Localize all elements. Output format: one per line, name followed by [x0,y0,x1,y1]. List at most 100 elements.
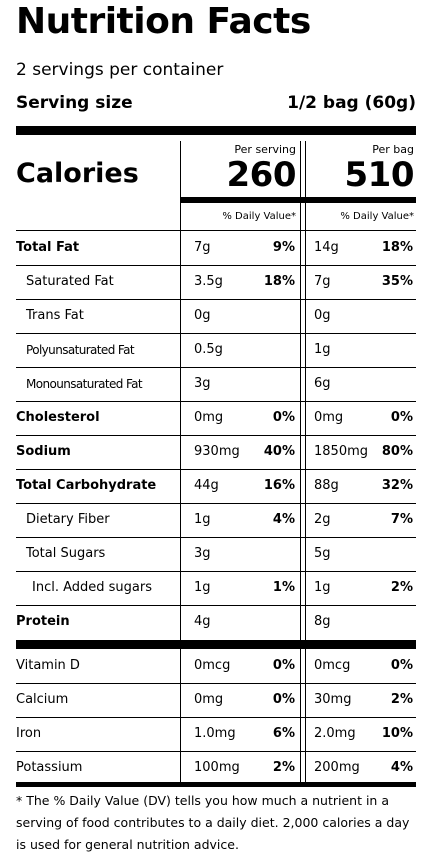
dv-header-divider [16,230,416,231]
nutrient-row: Sodium 930mg 40% 1850mg 80% [0,435,425,469]
serving-amount: 44g [194,478,219,493]
nutrient-row: Potassium 100mg 2% 200mg 4% [0,751,425,785]
nutrient-row: Protein 4g 8g [0,605,425,639]
row-divider [16,299,416,300]
row-divider [16,435,416,436]
row-divider [16,265,416,266]
bag-amount: 1g [314,342,331,357]
serving-amount: 0g [194,308,211,323]
nutrient-name: Sodium [16,444,71,459]
nutrient-row: Incl. Added sugars 1g 1% 1g 2% [0,571,425,605]
bag-amount: 5g [314,546,331,561]
bag-daily-value: 32% [381,478,413,493]
serving-amount: 0mg [194,692,224,707]
calories-per-bag: 510 [344,155,415,195]
bag-amount: 2.0mg [314,726,356,741]
serving-daily-value: 0% [272,658,295,673]
nutrient-row: Calcium 0mg 0% 30mg 2% [0,683,425,717]
serving-size-row: Serving size 1/2 bag (60g) [16,92,416,114]
row-divider [16,605,416,606]
bag-daily-value: 7% [390,512,413,527]
nutrient-name: Trans Fat [26,308,84,323]
bag-amount: 30mg [314,692,352,707]
nutrient-row: Iron 1.0mg 6% 2.0mg 10% [0,717,425,751]
nutrient-row: Trans Fat 0g 0g [0,299,425,333]
servings-per-container: 2 servings per container [16,60,224,80]
serving-daily-value: 9% [272,240,295,255]
bag-amount: 88g [314,478,339,493]
nutrient-row: Total Fat 7g 9% 14g 18% [0,231,425,265]
serving-size-label: Serving size [16,93,133,113]
nutrient-name: Total Fat [16,240,80,255]
per-bag-label: Per bag [372,143,414,156]
serving-amount: 7g [194,240,211,255]
label-title: Nutrition Facts [16,1,311,42]
serving-amount: 0.5g [194,342,223,357]
dv-header-bag: % Daily Value* [340,211,414,222]
serving-amount: 4g [194,614,211,629]
row-divider [16,537,416,538]
serving-daily-value: 2% [272,760,295,775]
calories-per-serving: 260 [226,155,297,195]
column-divider-mid-b [305,141,306,782]
bag-daily-value: 0% [390,410,413,425]
serving-size-value: 1/2 bag (60g) [287,93,416,113]
bag-amount: 14g [314,240,339,255]
row-divider [16,571,416,572]
column-divider-left [180,141,181,782]
serving-daily-value: 1% [272,580,295,595]
nutrient-name: Total Sugars [26,546,106,561]
row-divider [16,401,416,402]
row-divider [16,503,416,504]
nutrient-name: Polyunsaturated Fat [26,343,135,357]
nutrient-name: Potassium [16,760,83,775]
row-divider [16,751,416,752]
serving-amount: 3.5g [194,274,223,289]
nutrient-row: Monounsaturated Fat 3g 6g [0,367,425,401]
bag-amount: 8g [314,614,331,629]
nutrient-row: Total Sugars 3g 5g [0,537,425,571]
nutrient-name: Calcium [16,692,69,707]
nutrient-name: Monounsaturated Fat [26,377,143,391]
nutrient-name: Protein [16,614,70,629]
row-divider [16,333,416,334]
bag-amount: 0mcg [314,658,351,673]
serving-amount: 1.0mg [194,726,236,741]
serving-amount: 930mg [194,444,240,459]
nutrient-name: Cholesterol [16,410,100,425]
row-divider [16,367,416,368]
nutrient-name: Dietary Fiber [26,512,110,527]
nutrient-row: Polyunsaturated Fat 0.5g 1g [0,333,425,367]
per-serving-label: Per serving [234,143,296,156]
nutrient-row: Dietary Fiber 1g 4% 2g 7% [0,503,425,537]
daily-value-footnote: * The % Daily Value (DV) tells you how m… [16,793,410,852]
serving-amount: 0mg [194,410,224,425]
serving-daily-value: 18% [263,274,295,289]
bag-daily-value: 35% [381,274,413,289]
row-divider [16,683,416,684]
bag-daily-value: 18% [381,240,413,255]
nutrient-name: Incl. Added sugars [32,580,152,595]
nutrient-row: Vitamin D 0mcg 0% 0mcg 0% [0,649,425,683]
bag-amount: 0g [314,308,331,323]
serving-daily-value: 6% [272,726,295,741]
bag-amount: 1850mg [314,444,368,459]
serving-daily-value: 0% [272,692,295,707]
bag-amount: 2g [314,512,331,527]
calories-divider [180,197,416,203]
serving-amount: 100mg [194,760,240,775]
row-divider [16,717,416,718]
nutrient-name: Iron [16,726,42,741]
serving-daily-value: 16% [263,478,295,493]
nutrient-name: Total Carbohydrate [16,478,157,493]
bag-daily-value: 2% [390,692,413,707]
bag-amount: 6g [314,376,331,391]
thick-divider-top [16,126,416,135]
nutrient-name: Vitamin D [16,658,80,673]
bag-amount: 200mg [314,760,360,775]
serving-amount: 3g [194,376,211,391]
nutrient-name: Saturated Fat [26,274,114,289]
serving-daily-value: 0% [272,410,295,425]
serving-amount: 0mcg [194,658,231,673]
